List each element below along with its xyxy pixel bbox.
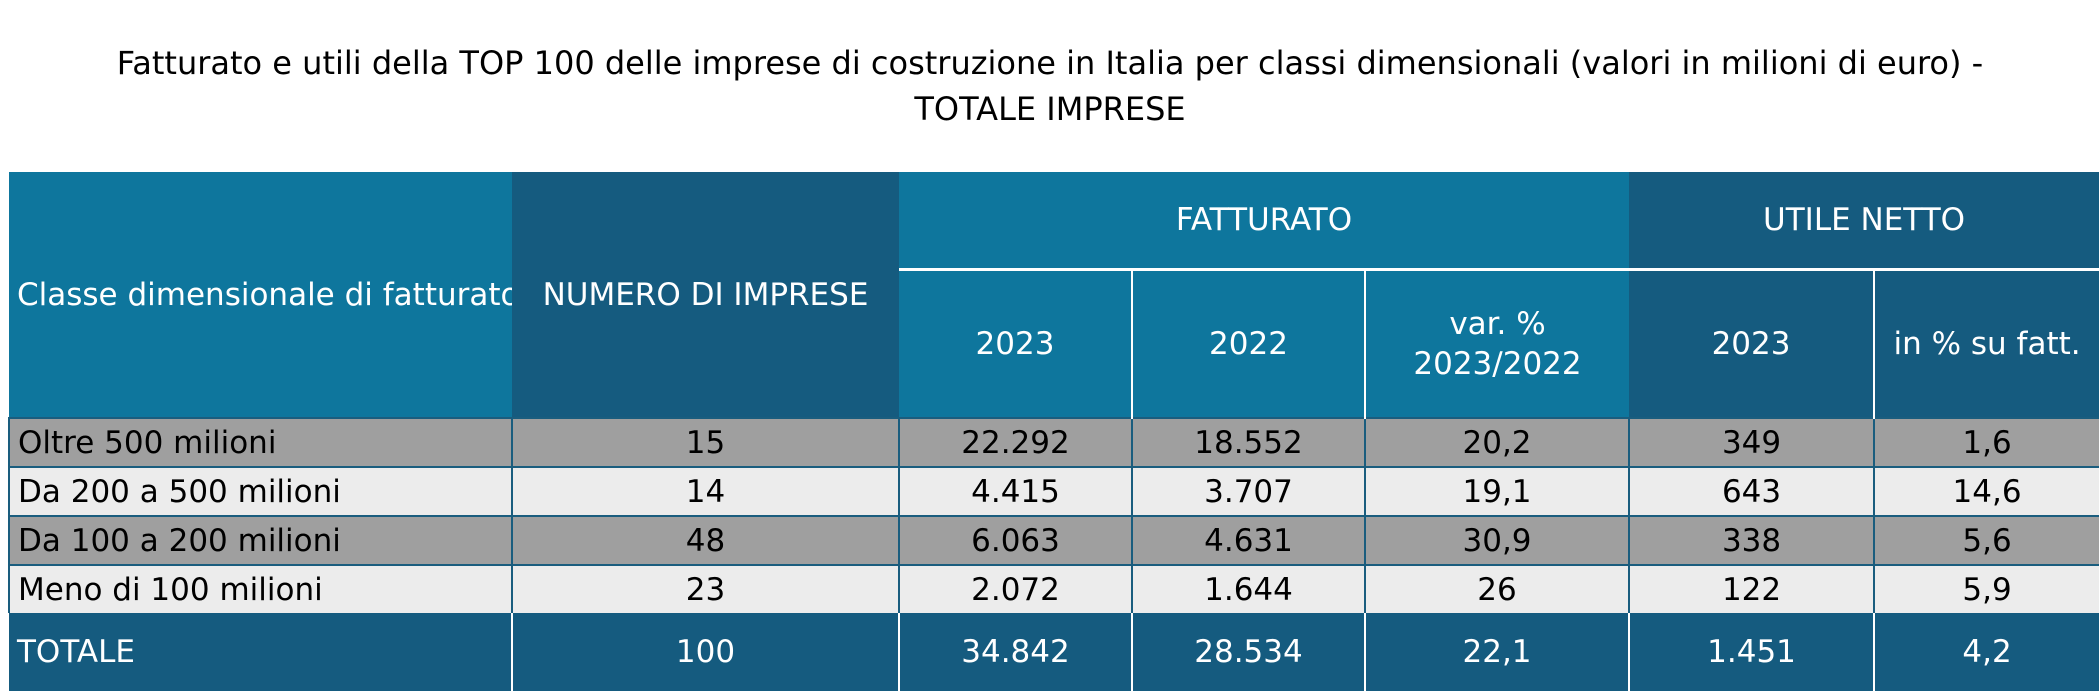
total-numero: 100 [511,613,899,691]
table-title-line2: TOTALE IMPRESE [914,90,1186,128]
table-title-line1: Fatturato e utili della TOP 100 delle im… [116,44,1984,82]
cell-utile-2023: 338 [1628,515,1875,565]
header-row-subcolumns: 2023 2022 var. % 2023/2022 2023 in % su … [9,269,2100,418]
header-fatturato-2022: 2022 [1131,269,1365,418]
cell-var: 20,2 [1363,417,1630,467]
table-row: Da 100 a 200 milioni 48 6.063 4.631 30,9… [8,515,2100,565]
cell-fatt-2022: 1.644 [1131,564,1365,613]
table-row: Oltre 500 milioni 15 22.292 18.552 20,2 … [8,417,2100,467]
header-var-pct-line2: 2023/2022 [1413,346,1582,382]
cell-utile-pct: 1,6 [1873,417,2100,467]
table-row: Meno di 100 milioni 23 2.072 1.644 26 12… [8,564,2100,613]
total-fatt-2022: 28.534 [1131,613,1365,691]
cell-fatt-2022: 4.631 [1131,515,1365,565]
total-row: TOTALE 100 34.842 28.534 22,1 1.451 4,2 [9,613,2100,691]
revenue-table: Classe dimensionale di fatturato NUMERO … [8,172,2100,691]
header-group-utile-netto: UTILE NETTO [1629,172,2100,271]
cell-classe: Da 100 a 200 milioni [8,515,512,565]
cell-var: 30,9 [1363,515,1630,565]
header-group-fatturato: FATTURATO [899,172,1630,271]
cell-fatt-2023: 6.063 [898,515,1132,565]
header-utile-2023: 2023 [1629,269,1875,418]
header-row-groups: Classe dimensionale di fatturato NUMERO … [9,172,2100,418]
cell-numero: 15 [511,417,899,467]
header-var-pct: var. % 2023/2022 [1363,269,1630,418]
total-fatt-2023: 34.842 [898,613,1132,691]
header-var-pct-line1: var. % [1449,306,1546,342]
cell-utile-2023: 349 [1628,417,1875,467]
cell-fatt-2022: 3.707 [1131,466,1365,516]
total-utile-2023: 1.451 [1628,613,1875,691]
cell-var: 19,1 [1363,466,1630,516]
cell-fatt-2023: 4.415 [898,466,1132,516]
cell-fatt-2023: 2.072 [898,564,1132,613]
header-numero-imprese: NUMERO DI IMPRESE [512,172,899,418]
cell-utile-2023: 643 [1628,466,1875,516]
cell-numero: 14 [511,466,899,516]
header-classe: Classe dimensionale di fatturato [9,172,512,418]
total-var: 22,1 [1363,613,1630,691]
cell-utile-pct: 14,6 [1873,466,2100,516]
cell-numero: 23 [511,564,899,613]
table-title: Fatturato e utili della TOP 100 delle im… [0,40,2100,132]
cell-var: 26 [1363,564,1630,613]
cell-fatt-2022: 18.552 [1131,417,1365,467]
cell-numero: 48 [511,515,899,565]
cell-classe: Da 200 a 500 milioni [8,466,512,516]
cell-utile-2023: 122 [1628,564,1875,613]
header-utile-pct: in % su fatt. [1873,269,2100,418]
total-classe: TOTALE [9,613,512,691]
cell-fatt-2023: 22.292 [898,417,1132,467]
cell-classe: Meno di 100 milioni [8,564,512,613]
total-utile-pct: 4,2 [1873,613,2100,691]
cell-utile-pct: 5,9 [1873,564,2100,613]
table-row: Da 200 a 500 milioni 14 4.415 3.707 19,1… [8,466,2100,516]
header-fatturato-2023: 2023 [899,269,1132,418]
cell-utile-pct: 5,6 [1873,515,2100,565]
cell-classe: Oltre 500 milioni [8,417,512,467]
